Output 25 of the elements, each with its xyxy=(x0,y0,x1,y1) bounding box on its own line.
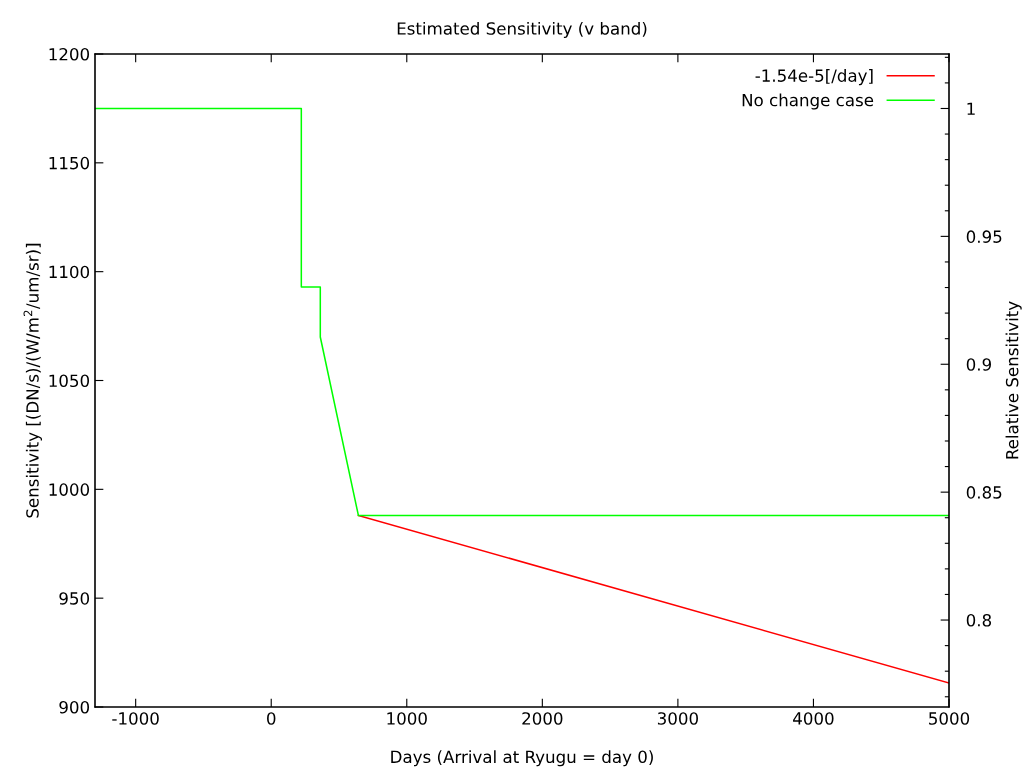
y-tick-label: 1000 xyxy=(49,483,90,496)
x-tick-label: 4000 xyxy=(793,712,834,725)
y-tick-label: 1150 xyxy=(49,156,90,170)
legend-label: No change case xyxy=(742,93,874,110)
x-tick-label: 5000 xyxy=(929,712,970,725)
x-axis-title: Days (Arrival at Ryugu = day 0) xyxy=(391,750,653,767)
y-tick-label: 1100 xyxy=(49,265,90,279)
y2-tick-label: 0.85 xyxy=(966,486,1002,499)
y-tick-label: 900 xyxy=(59,700,90,714)
y2-tick-label: 0.95 xyxy=(966,230,1002,243)
x-tick-label: -1000 xyxy=(112,712,159,725)
y-tick-label: 1050 xyxy=(49,374,90,388)
y2-axis-title: Relative Sensitivity xyxy=(1005,301,1022,459)
x-tick-label: 3000 xyxy=(657,712,698,725)
x-tick-label: 1000 xyxy=(387,712,427,725)
y2-tick-label: 0.8 xyxy=(966,614,992,627)
legend-label: -1.54e-5[/day] xyxy=(755,69,873,86)
y-axis-title: Sensitivity [(DN/s)/(W/m$^{2}$/um/sr)] xyxy=(23,243,43,518)
chart-title: Estimated Sensitivity (v band) xyxy=(397,21,647,39)
x-tick-label: 0 xyxy=(267,712,276,725)
y2-tick-label: 0.9 xyxy=(966,358,991,371)
y-tick-label: 1200 xyxy=(49,47,90,61)
y-tick-label: 950 xyxy=(59,592,90,605)
y2-tick-label: 1 xyxy=(967,102,975,115)
x-tick-label: 2000 xyxy=(522,712,563,725)
